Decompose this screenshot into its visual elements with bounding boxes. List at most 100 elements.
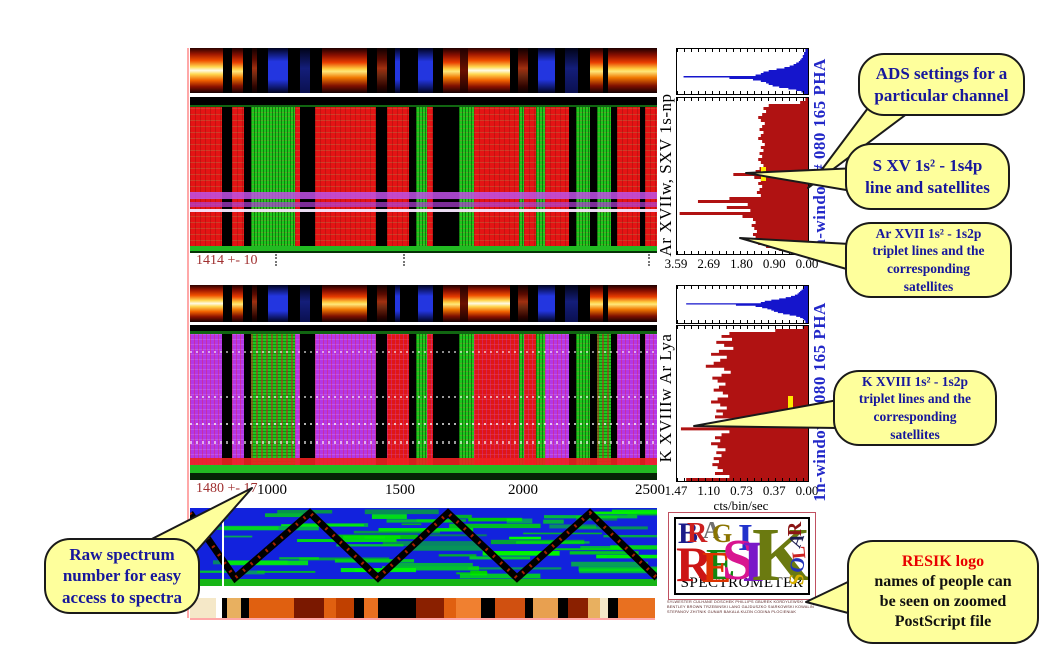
spectrogram-band-flameB <box>190 48 223 93</box>
green-streak <box>468 517 523 522</box>
green-streak <box>606 555 637 558</box>
logo-letter-B: B <box>678 517 699 550</box>
pha-histogram-bottom-shape <box>686 286 808 323</box>
green-streak <box>223 560 309 566</box>
spectrogram-band-black <box>222 97 232 253</box>
colorbar-segment <box>354 598 364 618</box>
green-streak <box>382 541 480 547</box>
spectrogram-band-green <box>416 97 427 253</box>
logo-letter-R: R <box>687 518 708 549</box>
green-streak <box>334 559 415 563</box>
spectrogram-band-flame <box>232 285 243 322</box>
green-streak <box>459 573 541 579</box>
hist1-tick: 1.80 <box>730 256 753 271</box>
spectrogram-band-blue <box>538 48 555 93</box>
spectrogram-band-black <box>376 325 387 480</box>
colorbar-segment <box>324 598 336 618</box>
colorbar-segment <box>336 598 354 618</box>
spectrogram-band-flame <box>322 48 367 93</box>
spectrogram-overlay <box>190 202 657 207</box>
spectrogram-band-red <box>315 97 376 253</box>
spectrogram-band-black <box>257 48 268 93</box>
spectrogram-overlay <box>190 457 657 466</box>
spectrogram-band-green <box>536 97 545 253</box>
spectrogram-band-black <box>257 285 268 322</box>
spectrogram-overlay <box>190 250 657 253</box>
logo-letter-K: K <box>752 517 810 595</box>
spectrogram-band-blue <box>418 285 433 322</box>
spectrogram-overlay <box>190 331 657 335</box>
spectrogram-band-black <box>244 325 251 480</box>
spectrogram-band-black <box>243 48 252 93</box>
spectrogram-band-flame <box>322 285 367 322</box>
hist1-tick: 2.69 <box>697 256 721 271</box>
spectrogram-band-darkred <box>460 285 468 322</box>
logo-letter-R: R <box>676 536 713 592</box>
line-marker <box>760 166 766 181</box>
spectrogram-band-darkblue <box>565 285 578 322</box>
spectrogram-band-red <box>524 97 536 253</box>
spectrogram-band-black <box>387 48 395 93</box>
spectrum-histogram-top <box>679 98 808 254</box>
spectrogram-band-black <box>310 285 322 322</box>
green-streak <box>265 513 304 518</box>
cursor-line <box>222 508 224 586</box>
spectrogram-band-blue <box>538 285 555 322</box>
spectrogram-band-black <box>640 325 645 480</box>
colorbar-segment <box>386 598 416 618</box>
spectrogram-band-black <box>244 97 251 253</box>
spectrogram-band-darkblue <box>565 48 578 93</box>
colorbar-segment <box>533 598 558 618</box>
spectrogram-band-black <box>528 285 538 322</box>
spectrogram-overlay <box>190 97 657 105</box>
callout-kxviii-triplet: K XVIII 1s² - 1s2p triplet lines and the… <box>833 370 997 446</box>
x-axis-tick-1500: 1500 <box>385 482 415 498</box>
hist-axis-top: 3.59 2.69 1.80 0.90 0.00 <box>665 256 819 271</box>
spectrogram-band-green <box>597 97 611 253</box>
logo-letter-S: S <box>722 527 755 592</box>
flame-strip-1 <box>190 48 657 93</box>
spectrometer-word: SPECTROMETER <box>680 575 804 591</box>
spectrogram-band-blue <box>418 48 433 93</box>
spectrogram-band-greenred <box>251 325 295 480</box>
hist-axis-bottom: 1.47 1.10 0.73 0.37 0.00 <box>665 483 819 498</box>
green-streak <box>279 557 319 560</box>
spectrogram-band-black <box>367 48 377 93</box>
spectrogram-band-green <box>519 325 524 480</box>
spectrogram-band-black <box>243 285 252 322</box>
colorbar-segment <box>227 598 241 618</box>
hist1-tick: 3.59 <box>664 256 688 271</box>
x-axis-tick-2000: 2000 <box>508 482 538 498</box>
logo-letter-G: G <box>712 519 733 548</box>
green-streak <box>343 535 401 539</box>
green-streak <box>449 523 541 529</box>
green-streak <box>452 514 472 519</box>
axis-dotted-tick <box>275 254 277 266</box>
colorbar-segment <box>558 598 568 618</box>
green-streak <box>603 534 657 538</box>
spectrogram-band-black <box>300 97 315 253</box>
spectrogram-overlay <box>190 422 657 425</box>
spectrogram-band-red <box>545 97 569 253</box>
spectrogram-band-green <box>576 97 590 253</box>
spectrogram-band-flame <box>608 48 657 93</box>
spectrogram-band-flame <box>590 48 603 93</box>
spectrum-histogram-top-shape <box>679 98 808 254</box>
spectrogram-band-darkblue <box>300 285 310 322</box>
colorbar-segment <box>216 598 222 618</box>
spectrogram-band-black <box>288 48 300 93</box>
spectrogram-band-black <box>611 97 617 253</box>
hist2-tick: 0.73 <box>730 483 753 498</box>
callout-arxvii-triplet: Ar XVII 1s² - 1s2p triplet lines and the… <box>845 222 1012 298</box>
pha-histogram-top-panel <box>676 48 809 95</box>
colorbar-strip <box>190 598 655 620</box>
green-streak <box>578 566 657 572</box>
spectrogram-band-flamedim <box>518 48 528 93</box>
spectrogram-overlay <box>190 441 657 444</box>
logo-names-line: BENTLEY BROWN TRZEBINSKI LANG GAJDUSZKO … <box>667 605 814 609</box>
spectrogram-band-blue <box>268 285 288 322</box>
green-streak <box>353 530 440 534</box>
green-streak <box>580 545 626 550</box>
spectrogram-band-black <box>640 97 645 253</box>
